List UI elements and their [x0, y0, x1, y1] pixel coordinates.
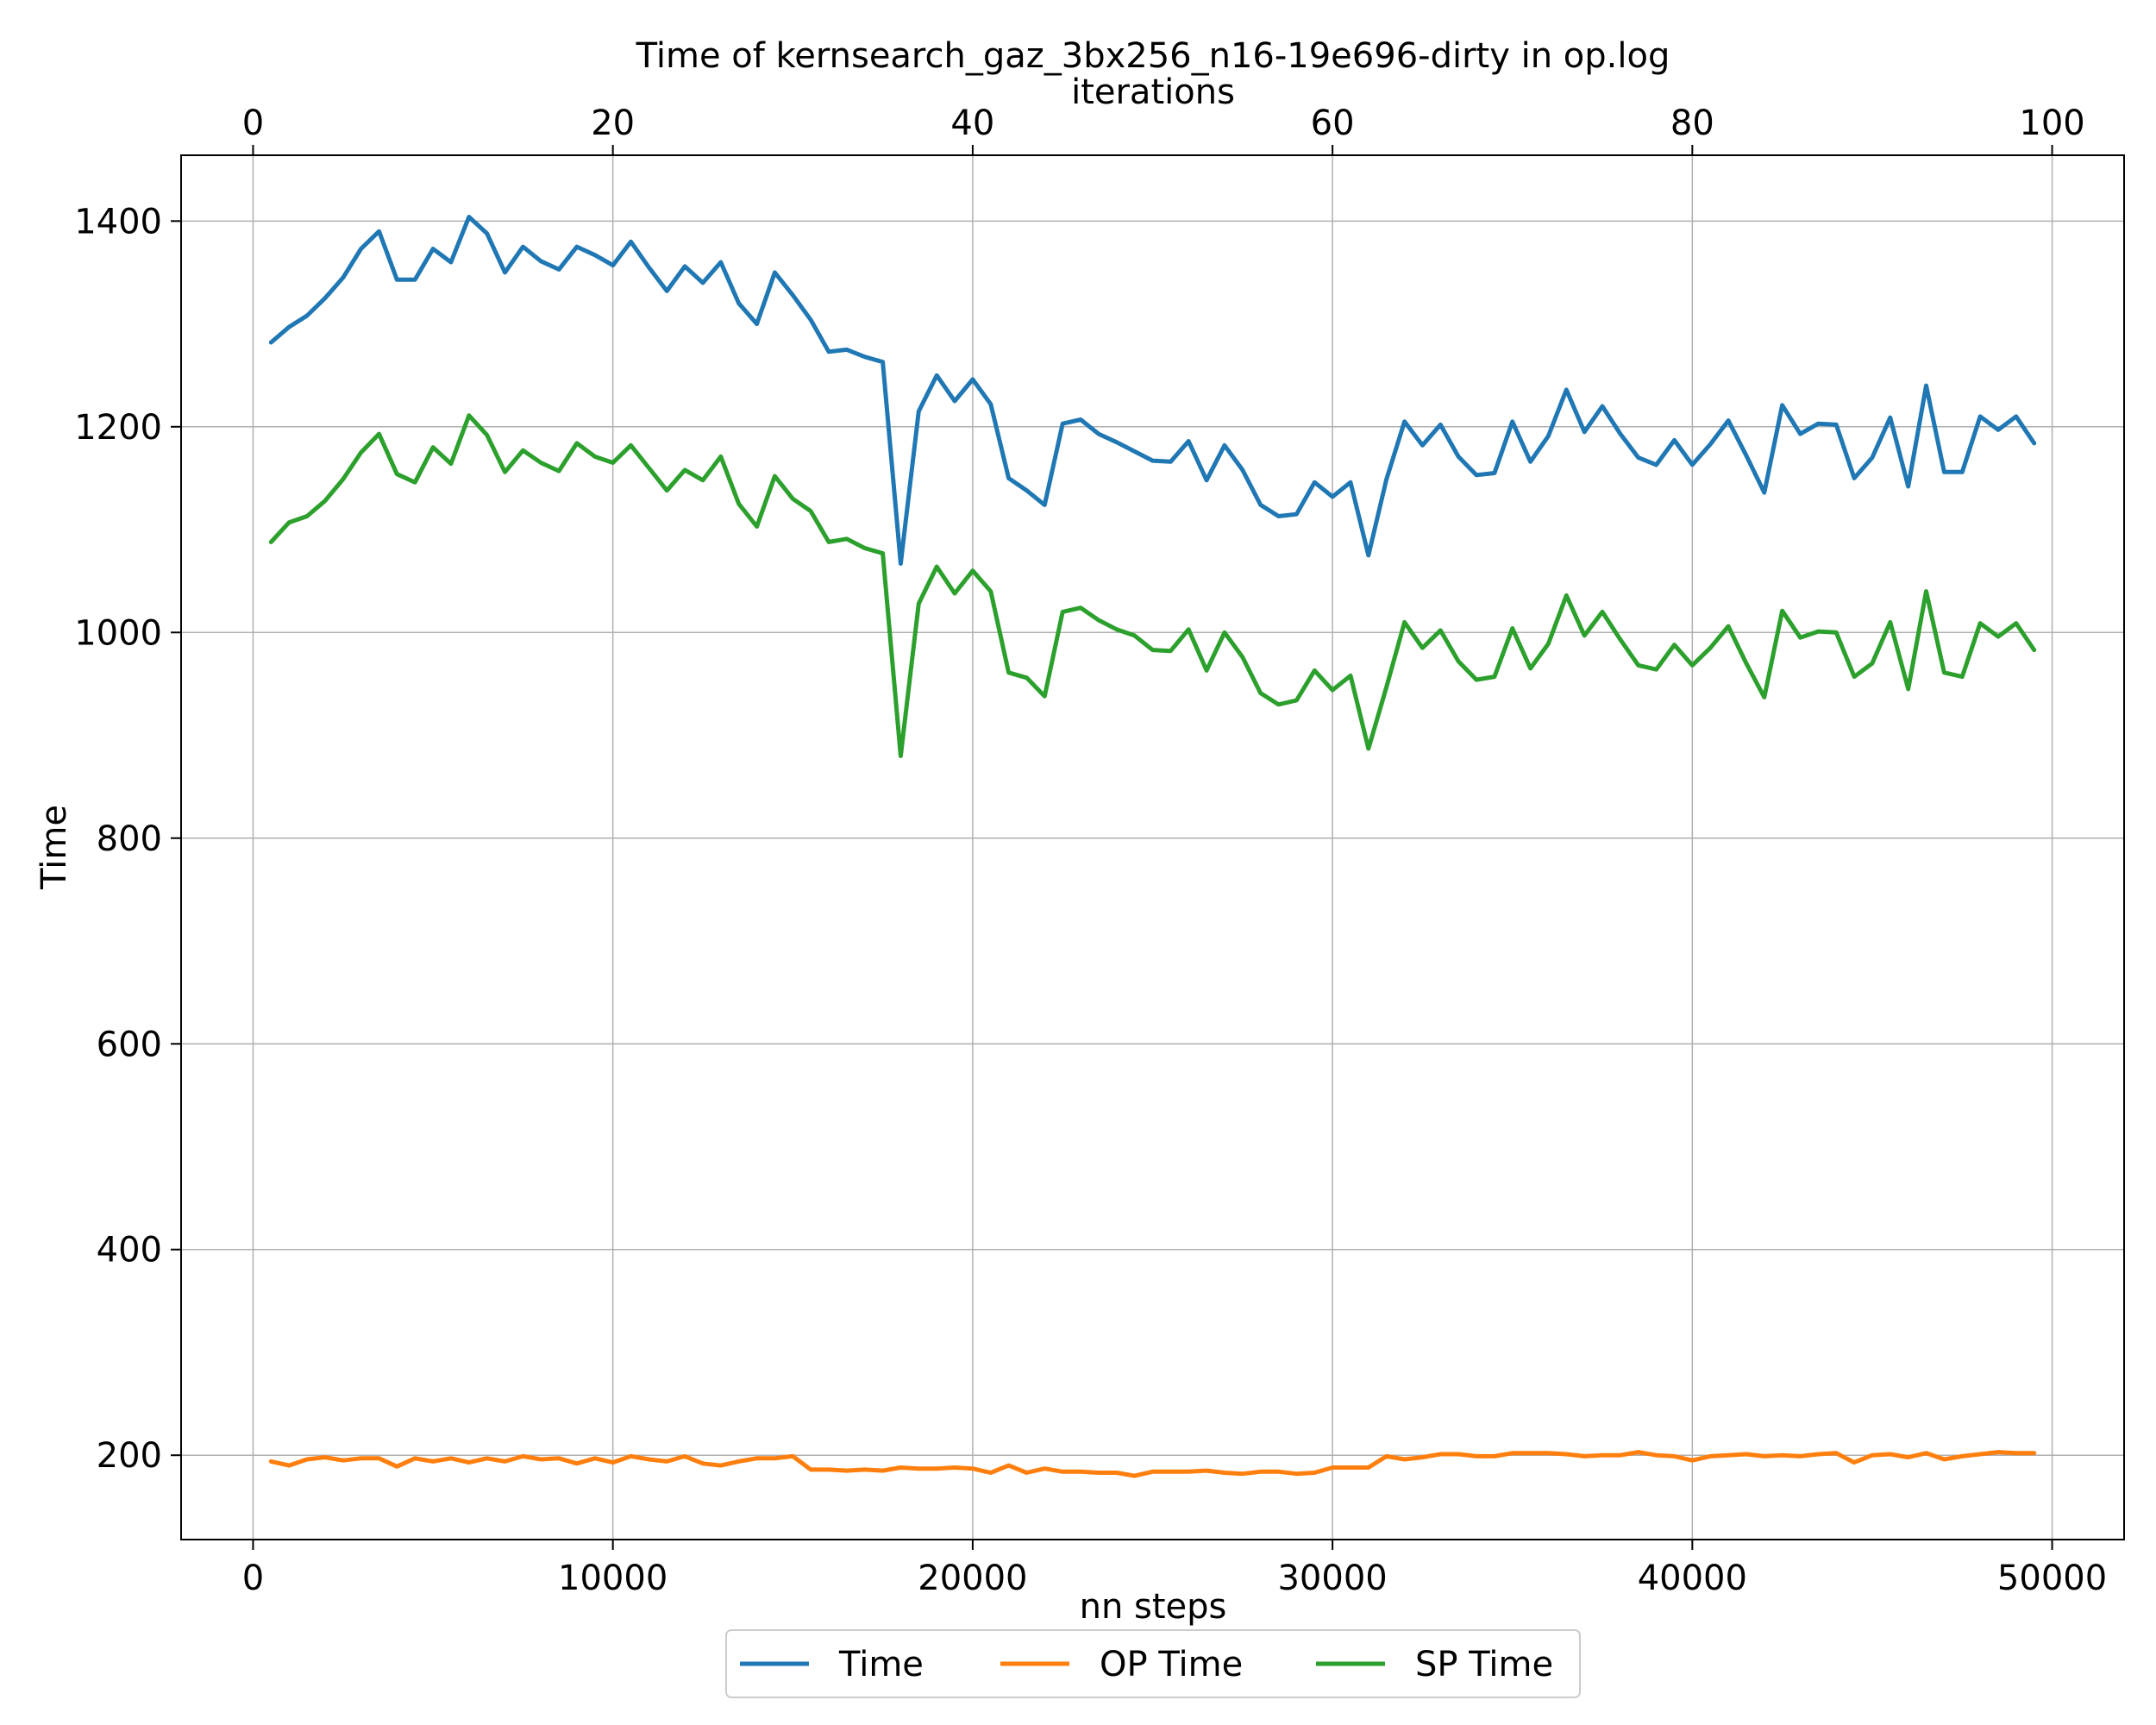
y-tick-label: 800 [97, 819, 162, 859]
x-tick-label: 0 [242, 1559, 264, 1598]
chart-title: Time of kernsearch_gaz_3bx256_n16-19e696… [636, 36, 1670, 76]
x-tick-label: 40000 [1638, 1559, 1747, 1598]
legend: Time OP Time SP Time [725, 1629, 1581, 1698]
y-tick-label: 1200 [74, 408, 162, 448]
x-axis-title: nn steps [1080, 1587, 1227, 1627]
y-tick-label: 1000 [74, 613, 162, 653]
y-tick-label: 1400 [74, 202, 162, 242]
x2-tick-label: 60 [1311, 104, 1355, 143]
x-tick-label: 50000 [1997, 1559, 2107, 1598]
x2-tick-label: 80 [1670, 104, 1714, 143]
legend-box [725, 1629, 1581, 1698]
y-tick-label: 400 [97, 1231, 162, 1270]
series-line-op-time [268, 1450, 2037, 1478]
y-tick-label: 200 [97, 1436, 162, 1476]
y-axis-title: Time [34, 805, 74, 890]
grid-lines [181, 155, 2124, 1540]
plot-frame [180, 154, 2125, 1540]
x2-tick-label: 40 [950, 104, 994, 143]
series-lines [268, 215, 2037, 1478]
top-axis-title: iterations [1071, 72, 1235, 112]
x2-tick-label: 100 [2019, 104, 2084, 143]
x-tick-label: 10000 [558, 1559, 667, 1598]
series-line-sp-time [268, 413, 2037, 758]
legend-label: SP Time [1415, 1645, 1553, 1684]
legend-label: Time [838, 1645, 924, 1684]
y-tick-label: 600 [97, 1025, 162, 1064]
legend-label: OP Time [1100, 1645, 1243, 1684]
x2-tick-label: 0 [242, 104, 264, 143]
x-tick-label: 30000 [1277, 1559, 1387, 1598]
x2-tick-label: 20 [591, 104, 635, 143]
axes: 0 10000 20000 30000 40000 50000 0 20 40 60 80 100 20… [74, 104, 2107, 1598]
series-line-time [268, 215, 2037, 566]
x-tick-label: 20000 [918, 1559, 1027, 1598]
